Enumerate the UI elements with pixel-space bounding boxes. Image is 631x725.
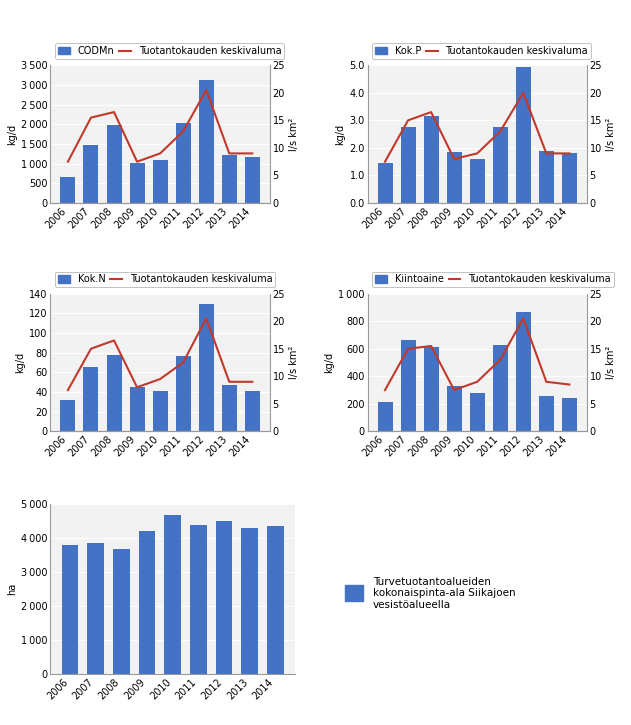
Bar bbox=[61, 400, 76, 431]
Y-axis label: l/s km²: l/s km² bbox=[289, 346, 299, 379]
Y-axis label: l/s km²: l/s km² bbox=[606, 117, 616, 151]
Bar bbox=[129, 163, 144, 203]
Legend: CODMn, Tuotantokauden keskivaluma: CODMn, Tuotantokauden keskivaluma bbox=[56, 44, 285, 59]
Bar bbox=[61, 178, 76, 203]
Bar bbox=[245, 391, 260, 431]
Bar bbox=[377, 163, 392, 203]
Bar bbox=[199, 80, 214, 203]
Bar bbox=[153, 391, 168, 431]
Bar bbox=[62, 545, 78, 674]
Bar bbox=[469, 159, 485, 203]
Bar bbox=[562, 397, 577, 431]
Legend: Kiintoaine, Tuotantokauden keskivaluma: Kiintoaine, Tuotantokauden keskivaluma bbox=[372, 272, 613, 287]
Y-axis label: l/s km²: l/s km² bbox=[606, 346, 616, 379]
Bar bbox=[516, 67, 531, 203]
Y-axis label: l/s km²: l/s km² bbox=[289, 117, 299, 151]
Bar bbox=[242, 528, 258, 674]
Bar bbox=[423, 116, 439, 203]
Bar bbox=[221, 385, 237, 431]
Bar bbox=[190, 525, 207, 674]
Y-axis label: kg/d: kg/d bbox=[335, 123, 345, 145]
Bar bbox=[539, 396, 554, 431]
Bar bbox=[107, 355, 122, 431]
Bar bbox=[469, 393, 485, 431]
Bar bbox=[139, 531, 155, 674]
Legend: Kok.N, Tuotantokauden keskivaluma: Kok.N, Tuotantokauden keskivaluma bbox=[56, 272, 275, 287]
Y-axis label: kg/d: kg/d bbox=[324, 352, 334, 373]
Bar bbox=[377, 402, 392, 431]
Y-axis label: kg/d: kg/d bbox=[7, 123, 17, 145]
Bar bbox=[175, 356, 191, 431]
Bar bbox=[493, 128, 508, 203]
Bar bbox=[245, 157, 260, 203]
Bar bbox=[447, 152, 462, 203]
Bar bbox=[199, 304, 214, 431]
Bar bbox=[165, 515, 181, 674]
Bar bbox=[83, 145, 98, 203]
Bar bbox=[401, 340, 416, 431]
Bar bbox=[107, 125, 122, 203]
Legend: Kok.P, Tuotantokauden keskivaluma: Kok.P, Tuotantokauden keskivaluma bbox=[372, 44, 591, 59]
Bar bbox=[129, 387, 144, 431]
Bar bbox=[153, 160, 168, 203]
Bar bbox=[539, 151, 554, 203]
Bar bbox=[83, 368, 98, 431]
Bar bbox=[216, 521, 232, 674]
Bar bbox=[401, 128, 416, 203]
Y-axis label: ha: ha bbox=[7, 583, 17, 595]
Bar bbox=[562, 154, 577, 203]
Y-axis label: kg/d: kg/d bbox=[15, 352, 25, 373]
Bar bbox=[113, 549, 130, 674]
Bar bbox=[87, 544, 104, 674]
Bar bbox=[516, 312, 531, 431]
Bar bbox=[493, 344, 508, 431]
Bar bbox=[267, 526, 284, 674]
Bar bbox=[447, 386, 462, 431]
Bar bbox=[175, 123, 191, 203]
Text: Turvetuotantoalueiden
kokonaispinta-ala Siikajoen
vesistöalueella: Turvetuotantoalueiden kokonaispinta-ala … bbox=[372, 577, 516, 610]
Bar bbox=[221, 154, 237, 203]
Bar bbox=[423, 347, 439, 431]
